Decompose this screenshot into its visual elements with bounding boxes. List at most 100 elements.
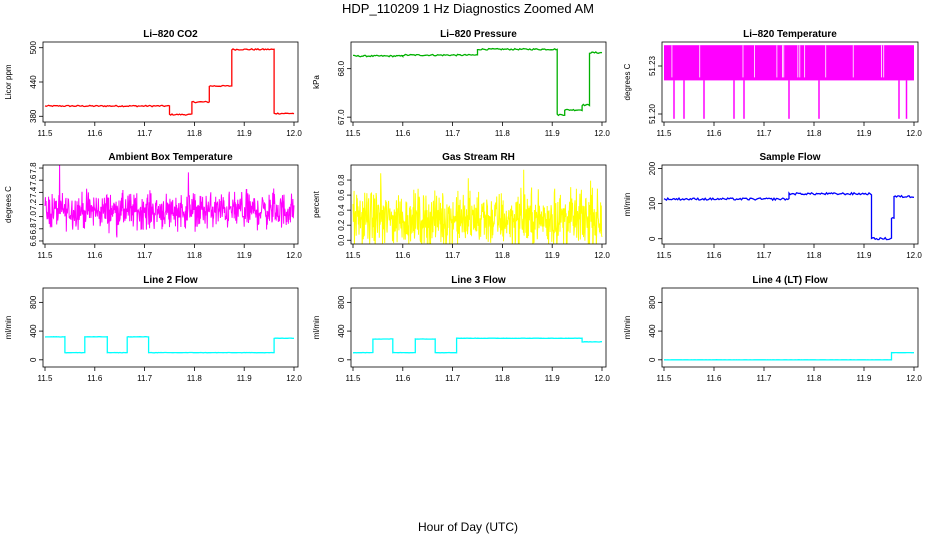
x-tick-label: 12.0 [286,374,302,383]
y-tick-label: 6.6 [29,235,38,247]
data-series [352,169,603,244]
x-tick-label: 11.8 [807,251,823,260]
x-tick-label: 11.7 [757,129,773,138]
plot-frame [661,287,919,368]
y-axis-label: ml/min [623,193,632,217]
plot-frame [350,164,607,245]
x-tick-label: 11.6 [87,374,103,383]
x-tick-label: 11.6 [395,374,411,383]
x-tick-label: 11.7 [757,251,773,260]
x-tick-label: 11.8 [495,129,511,138]
y-tick-label: 6.8 [29,223,38,235]
x-tick-label: 12.0 [906,374,922,383]
x-axis: 11.5 11.6 11.7 11.8 11.9 12.0 [657,122,922,138]
x-tick-label: 12.0 [286,251,302,260]
panel-7: Line 2 Flow 11.5 11.6 11.7 11.8 11.9 12.0 0 400 8… [4,275,302,383]
x-axis: 11.5 11.6 11.7 11.8 11.9 12.0 [346,367,610,383]
y-axis: 0 400 800 [29,295,43,362]
x-tick-label: 11.7 [137,374,153,383]
y-axis-label: degrees C [4,186,13,223]
x-tick-label: 11.9 [237,129,253,138]
series-line [352,169,603,244]
data-series [353,47,603,117]
x-axis: 11.5 11.6 11.7 11.8 11.9 12.0 [38,367,302,383]
panel-title: Line 2 Flow [143,275,198,286]
data-series [664,351,914,361]
series-line [352,337,602,354]
y-axis-label: ml/min [312,316,321,340]
panel-2: Li–820 Pressure 11.5 11.6 11.7 11.8 11.9 12.0 6… [312,29,610,138]
y-tick-label: 440 [29,75,38,89]
x-tick-label: 11.8 [187,374,203,383]
x-axis: 11.5 11.6 11.7 11.8 11.9 12.0 [38,122,302,138]
y-tick-label: 0 [648,357,657,362]
y-tick-label: 7.2 [29,198,38,210]
panel-9: Line 4 (LT) Flow 11.5 11.6 11.7 11.8 11.9 12.0… [623,275,922,383]
y-axis-label: degrees C [623,63,632,100]
y-tick-label: 380 [29,109,38,123]
x-tick-label: 11.5 [38,129,54,138]
panel-title: Line 3 Flow [451,275,506,286]
x-tick-label: 11.8 [187,251,203,260]
data-series [44,335,295,354]
panel-title: Li–820 CO2 [143,29,198,40]
plot-frame [661,41,919,123]
x-tick-label: 11.5 [346,129,362,138]
series-line [664,351,914,361]
y-tick-label: 100 [648,196,657,210]
data-series [44,47,295,116]
y-tick-label: 800 [648,295,657,309]
panels-group: Li–820 CO2 11.5 11.6 11.7 11.8 11.9 12.0 380 440… [4,29,922,383]
plot-frame [42,287,299,368]
y-tick-label: 51.23 [648,55,657,76]
y-tick-label: 0.2 [337,219,346,231]
y-tick-label: 0 [648,236,657,241]
x-tick-label: 11.9 [857,374,873,383]
y-tick-label: 0 [29,357,38,362]
x-tick-label: 11.9 [545,129,561,138]
x-tick-label: 11.7 [137,129,153,138]
x-tick-label: 12.0 [594,374,610,383]
y-axis-label: Licor ppm [4,64,13,99]
y-axis: 0 100 200 [648,161,662,241]
panel-8: Line 3 Flow 11.5 11.6 11.7 11.8 11.9 12.0 0 400 8… [312,275,610,383]
x-tick-label: 11.6 [395,129,411,138]
x-tick-label: 11.5 [38,374,54,383]
x-tick-label: 11.7 [445,374,461,383]
data-series [44,165,295,238]
y-tick-label: 7.0 [29,211,38,223]
plot-frame [350,287,607,368]
x-axis: 11.5 11.6 11.7 11.8 11.9 12.0 [657,367,922,383]
panel-title: Li–820 Temperature [743,29,837,40]
panel-5: Gas Stream RH 11.5 11.6 11.7 11.8 11.9 12.0 0.0… [312,152,610,260]
x-tick-label: 11.7 [757,374,773,383]
panel-title: Ambient Box Temperature [108,152,233,163]
y-axis: 380 440 500 [29,40,43,123]
y-tick-label: 0.8 [337,174,346,186]
x-tick-label: 11.6 [707,251,723,260]
x-tick-label: 11.9 [857,129,873,138]
y-tick-label: 400 [29,324,38,338]
y-axis-label: percent [312,190,321,217]
y-axis: 67.0 68.0 [337,60,351,125]
x-tick-label: 11.5 [657,251,673,260]
y-tick-label: 0.0 [337,234,346,246]
x-tick-label: 11.8 [495,251,511,260]
series-line [44,165,295,238]
plot-frame [661,164,919,245]
x-tick-label: 11.9 [237,251,253,260]
y-axis-label: ml/min [4,316,13,340]
y-tick-label: 0.6 [337,189,346,201]
x-tick-label: 11.9 [237,374,253,383]
x-tick-label: 11.9 [857,251,873,260]
y-tick-label: 51.20 [648,103,657,124]
y-axis: 0 400 800 [648,295,662,362]
data-series [352,337,602,354]
y-tick-label: 7.8 [29,162,38,174]
y-tick-label: 67.0 [337,109,346,125]
y-tick-label: 800 [29,295,38,309]
y-tick-label: 7.6 [29,174,38,186]
series-line [44,335,295,354]
x-axis: 11.5 11.6 11.7 11.8 11.9 12.0 [346,122,610,138]
